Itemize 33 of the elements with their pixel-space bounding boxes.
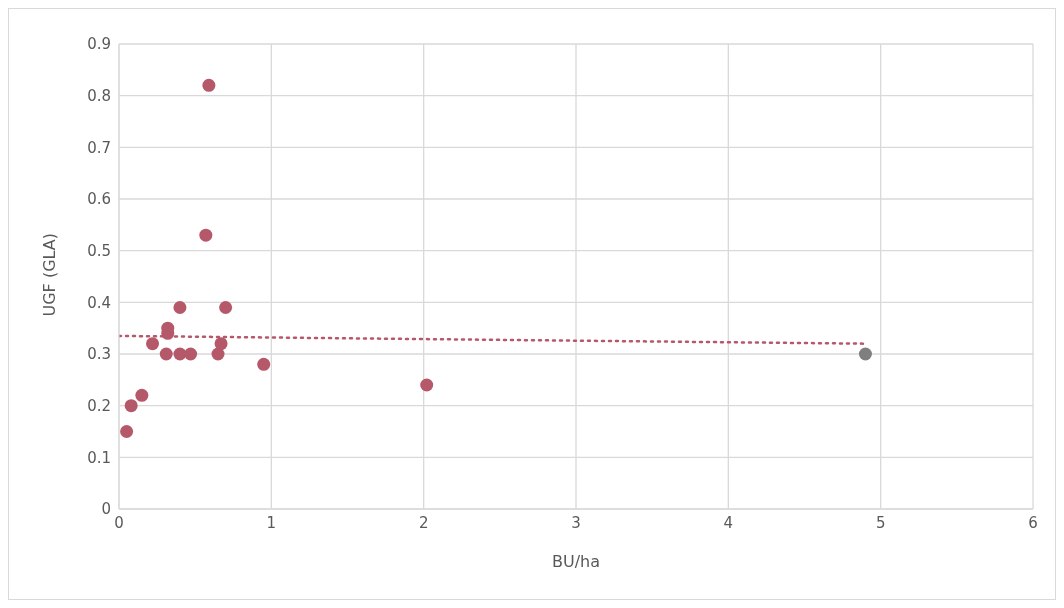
y-tick-label: 0.3 bbox=[87, 345, 111, 364]
x-tick-label: 0 bbox=[114, 513, 124, 532]
y-tick-label: 0 bbox=[101, 500, 111, 519]
point bbox=[214, 337, 228, 351]
point bbox=[257, 357, 271, 371]
point bbox=[420, 378, 434, 392]
x-tick-label: 2 bbox=[418, 513, 429, 532]
x-tick-label: 1 bbox=[266, 513, 277, 532]
y-tick-label: 0.4 bbox=[87, 293, 111, 312]
x-axis-title: BU/ha bbox=[551, 552, 601, 571]
y-tick-label: 0.6 bbox=[87, 190, 111, 209]
point bbox=[202, 78, 216, 92]
y-tick-label: 0.8 bbox=[87, 86, 111, 105]
point bbox=[159, 347, 173, 361]
point bbox=[135, 388, 149, 402]
point bbox=[858, 347, 872, 361]
point bbox=[184, 347, 198, 361]
y-tick-label: 0.5 bbox=[87, 241, 111, 260]
x-tick-label: 4 bbox=[723, 513, 734, 532]
point bbox=[124, 399, 138, 413]
y-tick-label: 0.7 bbox=[87, 138, 111, 157]
x-tick-label: 6 bbox=[1028, 513, 1038, 532]
y-tick-label: 0.2 bbox=[87, 396, 111, 415]
point bbox=[146, 337, 160, 351]
y-axis-title: UGF (GLA) bbox=[39, 232, 59, 317]
x-tick-label: 3 bbox=[571, 513, 581, 532]
point bbox=[219, 301, 233, 314]
y-tick-label: 0.1 bbox=[87, 448, 111, 467]
x-tick-label: 5 bbox=[875, 513, 886, 532]
y-tick-label: 0.9 bbox=[87, 35, 111, 54]
point bbox=[199, 228, 213, 242]
point bbox=[173, 301, 187, 314]
point bbox=[120, 425, 134, 438]
